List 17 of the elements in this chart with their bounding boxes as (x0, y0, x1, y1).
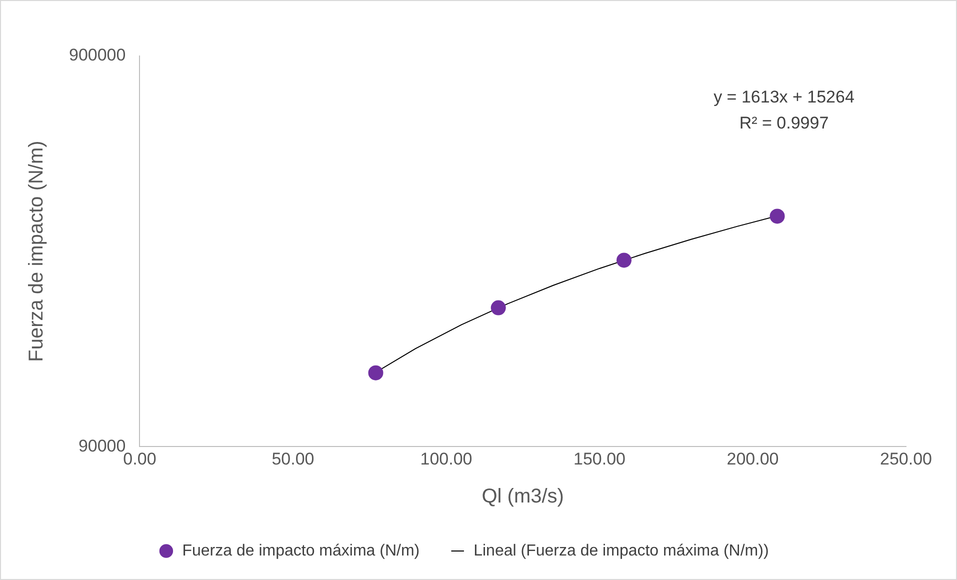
annotation: R² = 0.9997 (739, 114, 829, 133)
x-tick-label: 150.00 (573, 449, 626, 468)
x-tick-label: 50.00 (272, 449, 314, 468)
legend-label: Lineal (Fuerza de impacto máxima (N/m)) (474, 542, 769, 560)
x-tick-label: 0.00 (123, 449, 156, 468)
y-axis-title: Fuerza de impacto (N/m) (26, 140, 48, 362)
point (770, 208, 785, 224)
x-tick-label: 250.00 (880, 449, 932, 468)
x-axis-title: Ql (m3/s) (482, 486, 564, 508)
point (490, 300, 506, 316)
legend-label: Fuerza de impacto máxima (N/m) (182, 542, 420, 560)
y-tick-label: 900000 (68, 46, 126, 65)
annotation: y = 1613x + 15264 (714, 88, 854, 107)
x-tick-label: 200.00 (726, 449, 779, 468)
point (368, 365, 384, 380)
x-tick-label: 100.00 (420, 449, 472, 468)
point (616, 252, 632, 268)
